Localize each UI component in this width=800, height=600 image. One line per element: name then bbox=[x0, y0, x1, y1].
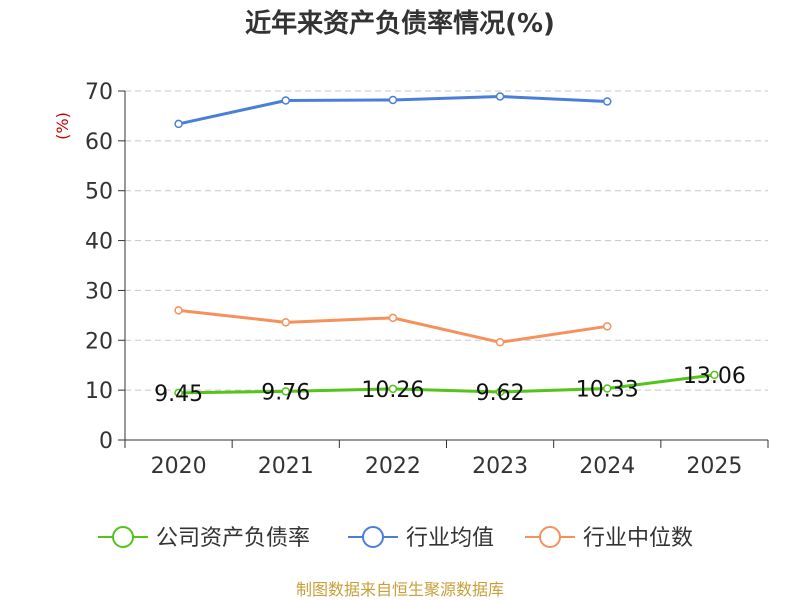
y-tick-label: 30 bbox=[85, 279, 113, 304]
legend-swatch-marker bbox=[362, 526, 384, 548]
data-point bbox=[495, 387, 505, 397]
series-line bbox=[177, 373, 716, 395]
gridlines bbox=[125, 90, 768, 391]
data-point bbox=[388, 95, 398, 105]
y-tick-label: 60 bbox=[85, 130, 113, 155]
data-point bbox=[388, 384, 398, 394]
legend-swatch-marker bbox=[112, 526, 134, 548]
chart-title: 近年来资产负债率情况(%) bbox=[245, 8, 555, 39]
x-tick-label: 2020 bbox=[151, 454, 207, 479]
x-tick-label: 2023 bbox=[472, 454, 528, 479]
data-point bbox=[603, 97, 612, 106]
y-axis-unit-label: (%) bbox=[53, 112, 72, 140]
data-point bbox=[281, 318, 290, 327]
data-point bbox=[388, 313, 398, 323]
y-tick-label: 10 bbox=[85, 379, 113, 404]
y-tick-label: 70 bbox=[85, 80, 113, 105]
data-point bbox=[710, 370, 719, 380]
data-label: 9.76 bbox=[261, 380, 310, 405]
legend-label: 公司资产负债率 bbox=[156, 526, 310, 551]
data-label: 9.45 bbox=[154, 382, 203, 407]
data-label: 13.06 bbox=[683, 364, 746, 389]
data-label: 10.26 bbox=[361, 378, 424, 403]
data-point bbox=[281, 387, 290, 396]
y-tick-label: 0 bbox=[99, 429, 113, 454]
x-tick-label: 2025 bbox=[686, 454, 742, 479]
data-point bbox=[495, 92, 505, 101]
data-point bbox=[603, 322, 612, 331]
x-tick-label: 2022 bbox=[365, 454, 421, 479]
data-labels: 9.45 9.76 10.26 9.62 10.33 13.06 bbox=[154, 364, 746, 407]
source-note: 制图数据来自恒生聚源数据库 bbox=[296, 580, 504, 599]
legend: 公司资产负债率 行业均值 行业中位数 bbox=[98, 526, 693, 551]
legend-label: 行业均值 bbox=[406, 526, 494, 551]
data-point bbox=[174, 388, 183, 398]
data-label: 10.33 bbox=[576, 377, 639, 402]
y-tick-label: 20 bbox=[85, 329, 113, 354]
data-point bbox=[603, 384, 612, 393]
x-tick-label: 2021 bbox=[258, 454, 314, 479]
legend-label: 行业中位数 bbox=[583, 526, 693, 551]
x-tick-label: 2024 bbox=[579, 454, 635, 479]
axes: 0 10 20 30 40 50 60 70 2020 2021 2022 2023 2024 2025 bbox=[85, 80, 769, 479]
data-point bbox=[174, 306, 183, 315]
data-point bbox=[174, 119, 183, 129]
y-tick-label: 50 bbox=[85, 180, 113, 205]
data-point bbox=[495, 338, 505, 347]
data-label: 9.62 bbox=[476, 381, 525, 406]
series-group bbox=[174, 92, 719, 398]
legend-swatch-marker bbox=[539, 526, 561, 548]
data-point bbox=[281, 96, 290, 105]
y-tick-label: 40 bbox=[85, 230, 113, 255]
